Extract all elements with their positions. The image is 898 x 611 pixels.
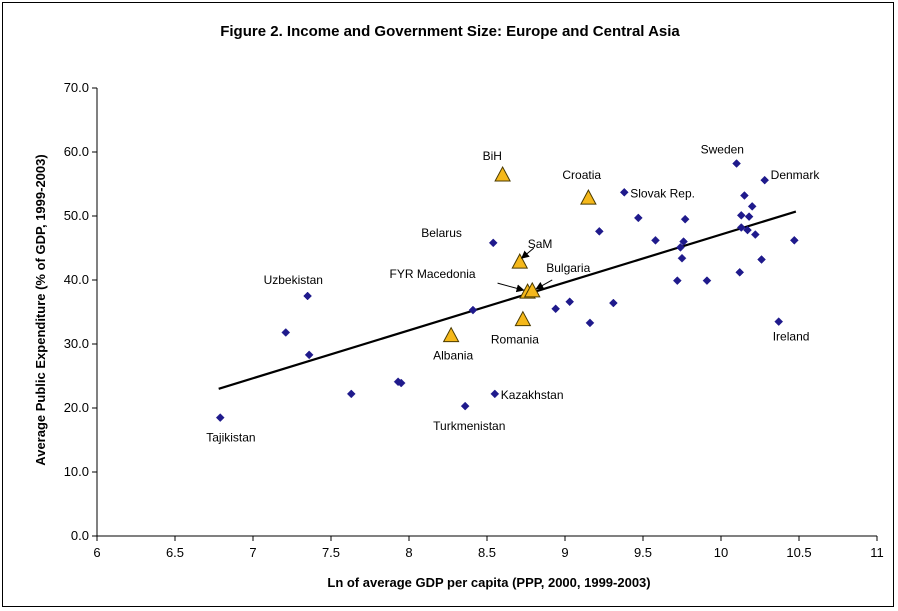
y-axis-title: Average Public Expenditure (% of GDP, 19… [33, 154, 48, 465]
point-label: Turkmenistan [433, 419, 505, 433]
x-tick-label: 9.5 [634, 545, 652, 560]
diamond-point [468, 305, 478, 315]
diamond-point [396, 378, 406, 388]
diamond-point [744, 212, 754, 221]
y-tick-label: 40.0 [64, 272, 89, 287]
x-tick-label: 6.5 [166, 545, 184, 560]
diamond-point [789, 235, 799, 245]
point-label: SaM [528, 237, 553, 251]
point-label: Denmark [771, 168, 821, 182]
diamond-point [346, 389, 356, 399]
diamond-point [732, 159, 741, 168]
diamond-point [702, 276, 712, 285]
x-tick-label: 11 [870, 545, 884, 560]
point-label: Sweden [701, 143, 744, 157]
diamond-point [303, 291, 312, 301]
annotation-arrow [535, 279, 553, 290]
point-label: Ireland [773, 330, 810, 344]
diamond-point [488, 238, 498, 248]
plot-area: 0.0 10.0 20.0 30.0 40.0 50.0 60.0 70.0 6 6.5 7 7.5 8… [64, 80, 884, 560]
trend-line [218, 210, 797, 390]
point-label: FYR Macedonia [390, 267, 476, 281]
x-tick-label: 7.5 [322, 545, 340, 560]
x-tick-label: 10.5 [786, 545, 811, 560]
annotation-arrow [497, 282, 525, 293]
diamond-point [215, 413, 225, 422]
diamond-point [736, 223, 746, 232]
diamond-point [619, 187, 629, 197]
diamond-point [551, 304, 560, 314]
x-tick-label: 6 [93, 545, 100, 560]
diamond-point [490, 389, 500, 399]
triangle-point [580, 189, 597, 205]
y-tick-label: 30.0 [64, 336, 89, 351]
point-label: Uzbekistan [264, 273, 323, 287]
diamond-point [609, 298, 618, 308]
diamond-point [740, 191, 749, 200]
x-tick-label: 8.5 [478, 545, 496, 560]
diamond-point [750, 230, 760, 239]
scatter-chart: Figure 2. Income and Government Size: Eu… [33, 23, 884, 590]
diamond-point [651, 235, 660, 245]
point-label: Tajikistan [206, 431, 255, 445]
y-tick-label: 20.0 [64, 400, 89, 415]
y-tick-label: 10.0 [64, 464, 89, 479]
diamond-point [460, 401, 470, 411]
point-label: Albania [433, 349, 473, 363]
point-label: Belarus [421, 226, 462, 240]
triangle-point [442, 326, 460, 343]
x-tick-label: 8 [405, 545, 412, 560]
diamond-point [594, 227, 604, 236]
diamond-point [676, 243, 685, 252]
diamond-point [672, 276, 682, 285]
x-tick-label: 9 [561, 545, 568, 560]
triangle-point [494, 165, 511, 182]
annotation-arrow [520, 247, 535, 259]
y-tick-label: 0.0 [71, 528, 89, 543]
x-tick-label: 10 [714, 545, 728, 560]
diamond-point [585, 318, 595, 328]
x-tick-label: 7 [249, 545, 256, 560]
y-tick-label: 70.0 [64, 80, 89, 95]
diamond-point [281, 328, 291, 337]
point-label: Romania [491, 333, 539, 347]
diamond-point [743, 225, 752, 235]
diamond-point [679, 237, 688, 246]
x-axis-title: Ln of average GDP per capita (PPP, 2000,… [327, 575, 650, 590]
diamond-point [774, 317, 784, 326]
diamond-point [633, 213, 643, 223]
diamond-point [677, 253, 687, 263]
point-label: Croatia [562, 168, 601, 182]
y-tick-label: 60.0 [64, 144, 89, 159]
diamond-point [735, 267, 745, 277]
diamond-point [680, 214, 690, 224]
diamond-point [736, 211, 746, 220]
point-label: Kazakhstan [501, 388, 564, 402]
diamond-point [757, 255, 766, 264]
chart-title: Figure 2. Income and Government Size: Eu… [220, 23, 680, 40]
diamond-point [760, 175, 770, 185]
diamond-point [747, 202, 757, 211]
point-label: BiH [483, 149, 502, 163]
diamond-point [304, 350, 314, 360]
triangle-point [514, 310, 532, 327]
y-tick-label: 50.0 [64, 208, 89, 223]
point-label: Slovak Rep. [630, 186, 695, 200]
triangle-point [523, 281, 541, 298]
diamond-point [565, 297, 575, 307]
triangle-point [511, 253, 529, 269]
point-label: Bulgaria [546, 261, 590, 275]
